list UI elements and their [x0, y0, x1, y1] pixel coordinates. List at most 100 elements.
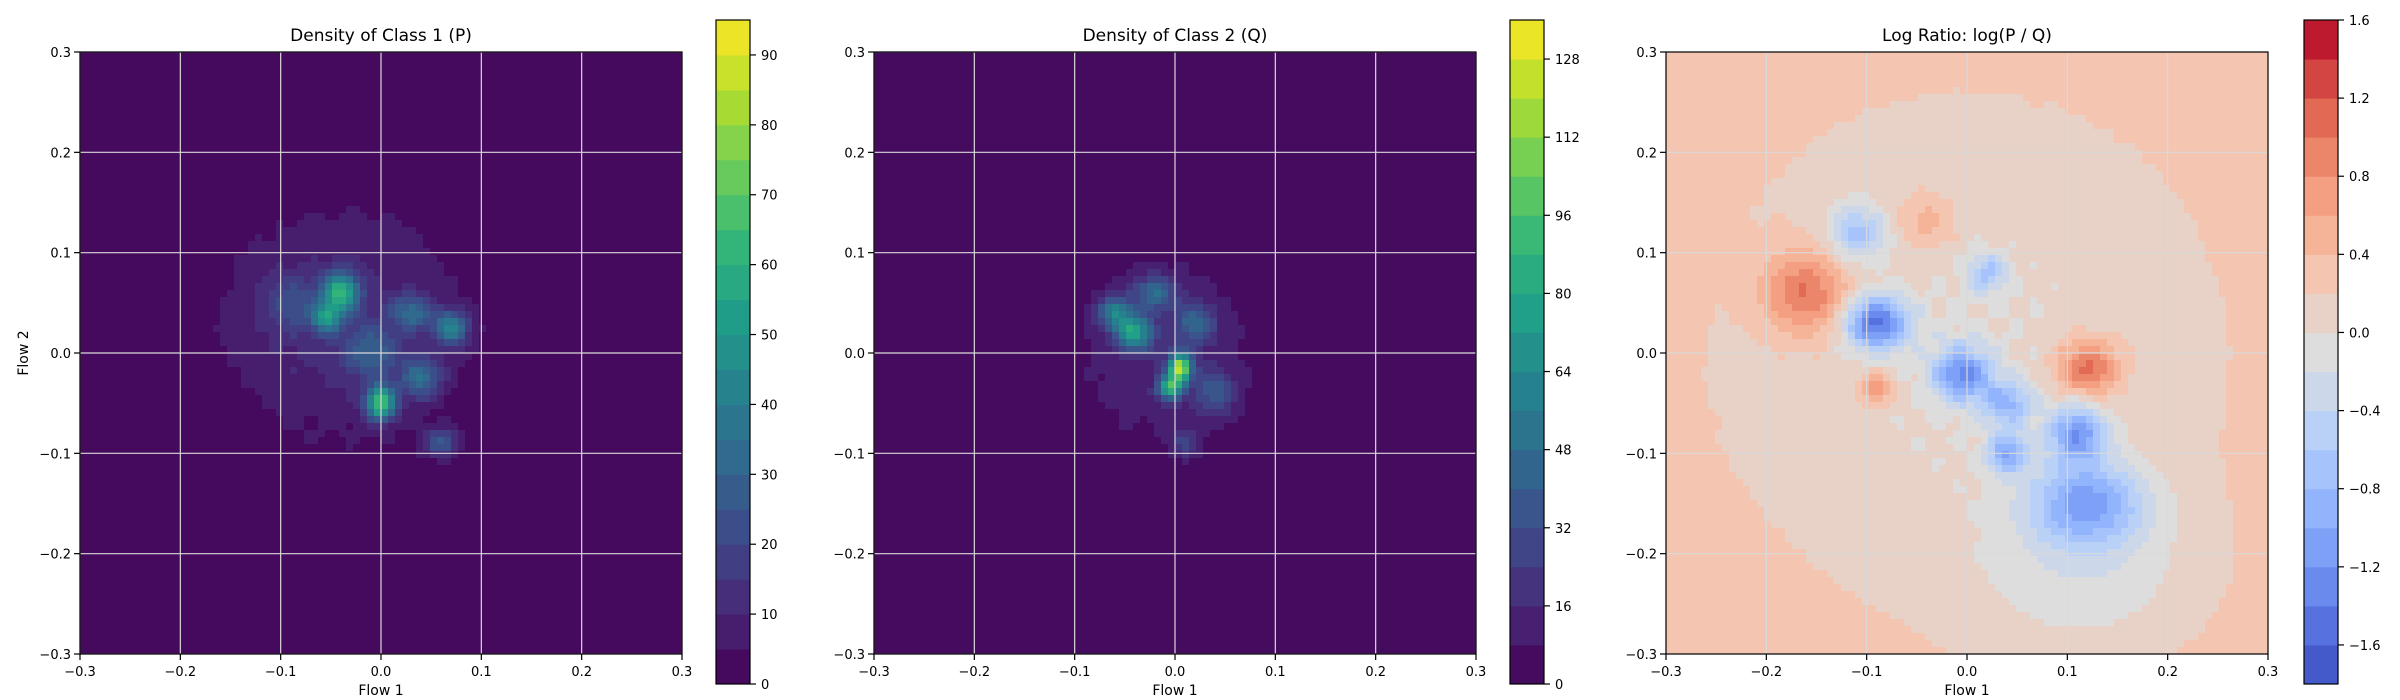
contour-cell [248, 528, 256, 536]
contour-cell [458, 108, 466, 116]
contour-cell [80, 325, 88, 333]
contour-cell [353, 451, 361, 459]
contour-cell [178, 640, 186, 648]
contour-cell [395, 647, 403, 654]
contour-cell [185, 241, 193, 249]
contour-cell [290, 66, 298, 74]
contour-cell [248, 129, 256, 137]
contour-cell [108, 465, 116, 473]
contour-cell [458, 367, 466, 375]
contour-cell [220, 255, 228, 263]
contour-cell [227, 633, 235, 641]
contour-cell [423, 178, 431, 186]
contour-cell [367, 500, 375, 508]
contour-cell [136, 402, 144, 410]
contour-cell [451, 633, 459, 641]
contour-cell [122, 164, 130, 172]
contour-cell [108, 395, 116, 403]
contour-cell [430, 577, 438, 585]
contour-cell [80, 409, 88, 417]
contour-cell [304, 129, 312, 137]
contour-cell [227, 297, 235, 305]
contour-cell [304, 395, 312, 403]
contour-cell [311, 101, 319, 109]
contour-cell [171, 192, 179, 200]
contour-cell [164, 577, 172, 585]
contour-cell [241, 409, 249, 417]
contour-cell [388, 318, 396, 326]
contour-cell [192, 395, 200, 403]
contour-cell [262, 493, 270, 501]
contour-cell [157, 332, 165, 340]
contour-cell [157, 430, 165, 438]
contour-cell [465, 73, 473, 81]
contour-cell [199, 185, 207, 193]
contour-cell [206, 353, 214, 361]
contour-cell [185, 500, 193, 508]
contour-cell [283, 416, 291, 424]
contour-cell [304, 283, 312, 291]
contour-cell [451, 626, 459, 634]
contour-cell [199, 206, 207, 214]
contour-cell [276, 290, 284, 298]
contour-cell [164, 178, 172, 186]
contour-cell [255, 479, 263, 487]
contour-cell [129, 73, 137, 81]
contour-cell [465, 640, 473, 648]
contour-cell [241, 66, 249, 74]
contour-cell [185, 150, 193, 158]
contour-cell [311, 283, 319, 291]
contour-cell [213, 59, 221, 67]
contour-cell [444, 444, 452, 452]
contour-cell [360, 297, 368, 305]
contour-cell [416, 297, 424, 305]
contour-cell [185, 437, 193, 445]
contour-cell [115, 164, 123, 172]
contour-cell [143, 241, 151, 249]
contour-cell [332, 269, 340, 277]
contour-cell [472, 360, 480, 368]
contour-cell [332, 577, 340, 585]
contour-cell [94, 241, 102, 249]
contour-cell [171, 227, 179, 235]
contour-cell [395, 276, 403, 284]
contour-cell [262, 458, 270, 466]
contour-cell [87, 297, 95, 305]
contour-cell [241, 626, 249, 634]
contour-cell [136, 52, 144, 60]
contour-cell [150, 115, 158, 123]
contour-cell [283, 94, 291, 102]
contour-cell [318, 325, 326, 333]
contour-cell [227, 353, 235, 361]
contour-cell [388, 451, 396, 459]
contour-cell [430, 458, 438, 466]
contour-cell [472, 395, 480, 403]
contour-cell [262, 262, 270, 270]
contour-cell [206, 220, 214, 228]
contour-cell [255, 80, 263, 88]
contour-cell [353, 297, 361, 305]
contour-cell [437, 276, 445, 284]
contour-cell [192, 220, 200, 228]
contour-cell [395, 122, 403, 130]
contour-cell [430, 360, 438, 368]
contour-cell [465, 626, 473, 634]
contour-cell [325, 465, 333, 473]
contour-cell [444, 66, 452, 74]
contour-cell [325, 87, 333, 95]
contour-cell [318, 500, 326, 508]
contour-cell [262, 507, 270, 515]
contour-cell [199, 416, 207, 424]
contour-cell [157, 528, 165, 536]
contour-cell [248, 178, 256, 186]
contour-cell [325, 458, 333, 466]
contour-cell [94, 633, 102, 641]
contour-cell [472, 514, 480, 522]
contour-cell [304, 353, 312, 361]
contour-cell [346, 115, 354, 123]
contour-cell [437, 416, 445, 424]
contour-cell [241, 423, 249, 431]
contour-cell [283, 157, 291, 165]
contour-cell [178, 395, 186, 403]
contour-cell [150, 486, 158, 494]
